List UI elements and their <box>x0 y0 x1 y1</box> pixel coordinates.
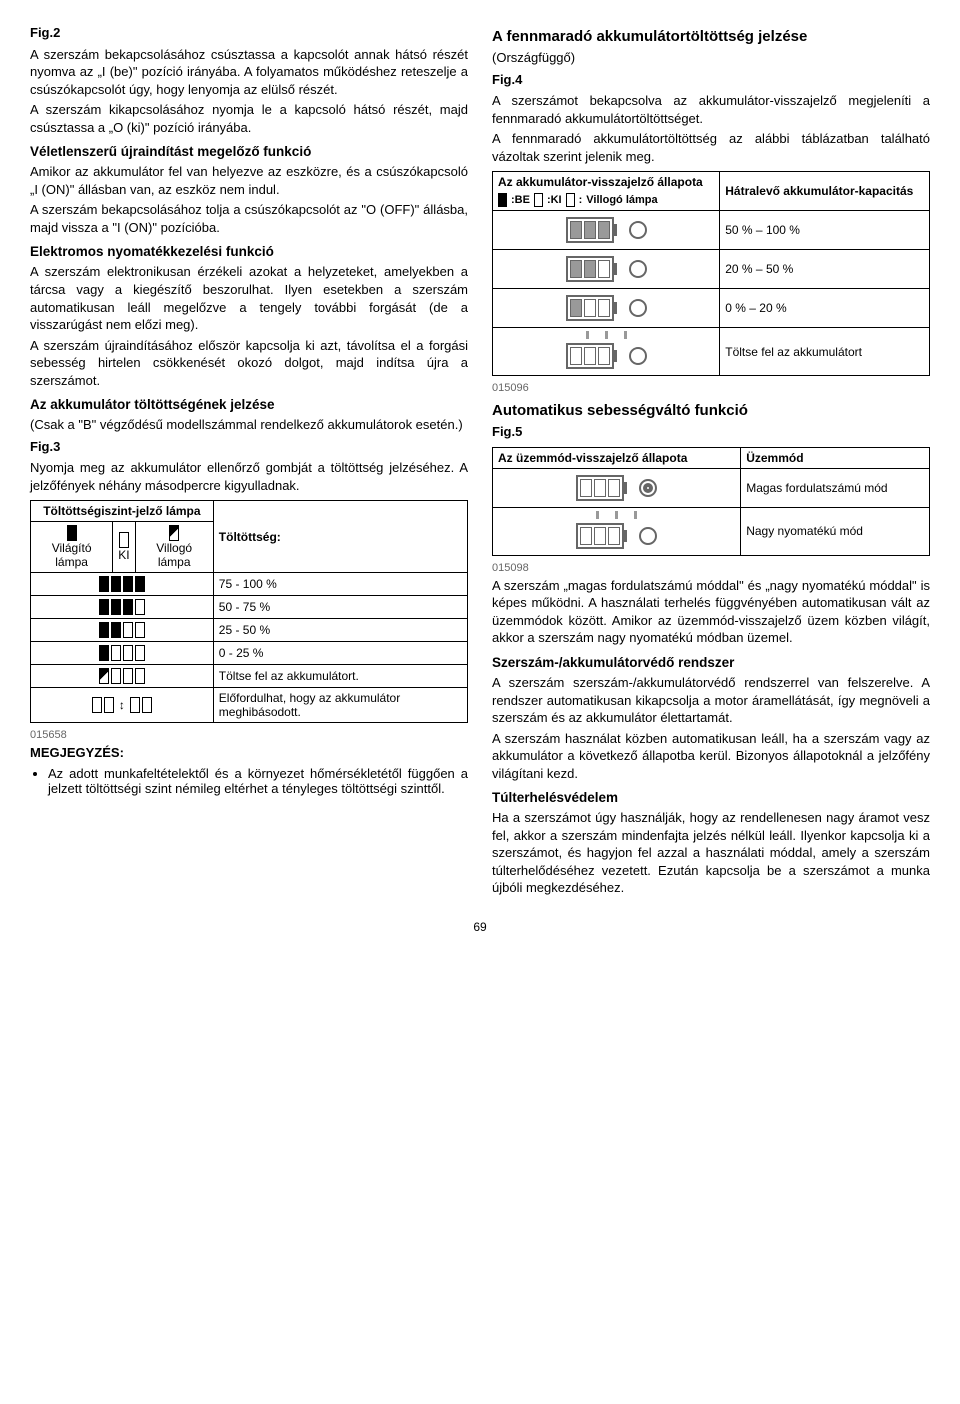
heading: A fennmaradó akkumulátortöltöttség jelzé… <box>492 28 930 45</box>
heading: Túlterhelésvédelem <box>492 790 930 805</box>
para: A szerszám elektronikusan érzékeli azoka… <box>30 263 468 333</box>
para: Amikor az akkumulátor fel van helyezve a… <box>30 163 468 198</box>
table-header: Töltöttség: <box>213 501 467 573</box>
table-row: 50 - 75 % <box>31 596 468 619</box>
table-row: Töltse fel az akkumulátort <box>493 328 930 376</box>
note-heading: MEGJEGYZÉS: <box>30 745 124 760</box>
table-row: 20 % – 50 % <box>493 250 930 289</box>
table-cell: KI <box>113 522 135 573</box>
fig-label: Fig.2 <box>30 24 468 42</box>
para: A szerszám szerszám-/akkumulátorvédő ren… <box>492 674 930 727</box>
table-cell: Villogó lámpa <box>135 522 213 573</box>
table-row: 50 % – 100 % <box>493 211 930 250</box>
para: A szerszám bekapcsolásához tolja a csúsz… <box>30 201 468 236</box>
table-header: Töltöttségiszint-jelző lámpa <box>31 501 214 522</box>
fig-label: Fig.5 <box>492 423 930 441</box>
heading: Az akkumulátor töltöttségének jelzése <box>30 397 468 412</box>
para: A szerszám bekapcsolásához csúsztassa a … <box>30 46 468 99</box>
heading: Elektromos nyomatékkezelési funkció <box>30 244 468 259</box>
figure-code: 015098 <box>492 562 930 574</box>
figure-code: 015658 <box>30 729 468 741</box>
para: A szerszámot bekapcsolva az akkumulátor-… <box>492 92 930 127</box>
table-header: Hátralevő akkumulátor-kapacitás <box>720 172 930 211</box>
table-cell: Világító lámpa <box>31 522 113 573</box>
para: A szerszám újraindításához először kapcs… <box>30 337 468 390</box>
para: A szerszám „magas fordulatszámú móddal" … <box>492 577 930 647</box>
heading: Véletlenszerű újraindítást megelőző funk… <box>30 144 468 159</box>
heading: Automatikus sebességváltó funkció <box>492 402 930 419</box>
charge-level-table: Töltöttségiszint-jelző lámpa Töltöttség:… <box>30 500 468 723</box>
para: Ha a szerszámot úgy használják, hogy az … <box>492 809 930 897</box>
table-row: Magas fordulatszámú mód <box>493 468 930 507</box>
table-header: Az üzemmód-visszajelző állapota <box>493 447 741 468</box>
table-row: 0 - 25 % <box>31 642 468 665</box>
battery-indicator-table: Az akkumulátor-visszajelző állapota :BE … <box>492 171 930 376</box>
page-number: 69 <box>30 920 930 934</box>
para: A fennmaradó akkumulátortöltöttség az al… <box>492 130 930 165</box>
table-row: ↕Előfordulhat, hogy az akkumulátor meghi… <box>31 688 468 723</box>
heading: Szerszám-/akkumulátorvédő rendszer <box>492 655 930 670</box>
fig-label: Fig.4 <box>492 71 930 89</box>
fig-label: Fig.3 <box>30 438 468 456</box>
table-row: 25 - 50 % <box>31 619 468 642</box>
table-row: 75 - 100 % <box>31 573 468 596</box>
para: A szerszám használat közben automatikusa… <box>492 730 930 783</box>
list-item: Az adott munkafeltételektől és a környez… <box>48 766 468 796</box>
table-row: 0 % – 20 % <box>493 289 930 328</box>
note-list: Az adott munkafeltételektől és a környez… <box>30 766 468 796</box>
para: Nyomja meg az akkumulátor ellenőrző gomb… <box>30 459 468 494</box>
table-header: Az akkumulátor-visszajelző állapota :BE … <box>493 172 720 211</box>
table-row: Nagy nyomatékú mód <box>493 507 930 555</box>
table-header: Üzemmód <box>741 447 930 468</box>
para: (Országfüggő) <box>492 49 930 67</box>
para: (Csak a "B" végződésű modellszámmal rend… <box>30 416 468 434</box>
mode-indicator-table: Az üzemmód-visszajelző állapota Üzemmód … <box>492 447 930 556</box>
table-row: Töltse fel az akkumulátort. <box>31 665 468 688</box>
para: A szerszám kikapcsolásához nyomja le a k… <box>30 101 468 136</box>
figure-code: 015096 <box>492 382 930 394</box>
